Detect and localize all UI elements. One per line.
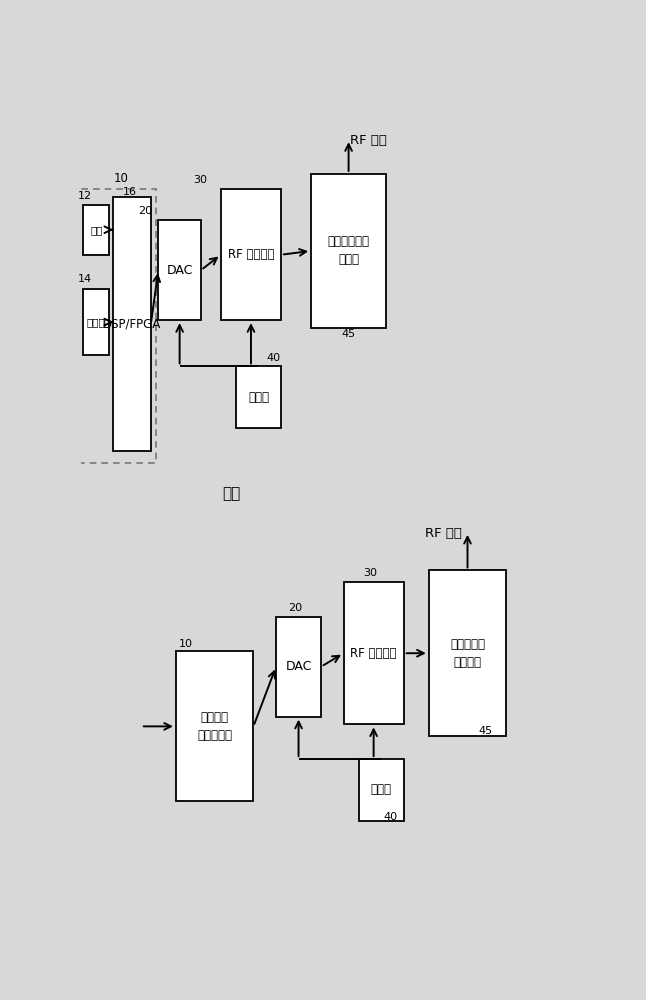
Bar (344, 582, 404, 724)
Text: 40: 40 (384, 812, 398, 822)
Text: DAC: DAC (167, 264, 193, 277)
Text: DSP/FPGA: DSP/FPGA (103, 318, 162, 331)
Text: DAC: DAC (286, 660, 312, 673)
Text: 时钟源: 时钟源 (371, 783, 391, 796)
Bar (176, 651, 253, 801)
Text: RF 输出: RF 输出 (350, 134, 387, 147)
Text: 预加载的
数字化波形: 预加载的 数字化波形 (197, 711, 232, 742)
Bar (158, 220, 201, 320)
Bar (78, 189, 156, 463)
Text: 12: 12 (78, 191, 92, 201)
Bar (276, 617, 321, 717)
Bar (429, 570, 506, 736)
Bar (113, 197, 151, 451)
Text: 功率放大器和
衰减器: 功率放大器和 衰减器 (328, 235, 370, 266)
Text: 30: 30 (193, 175, 207, 185)
Bar (236, 366, 281, 428)
Bar (359, 759, 404, 821)
Text: 时钟源: 时钟源 (248, 391, 269, 404)
Text: RF 上变换器: RF 上变换器 (350, 647, 397, 660)
Text: 功率放大器
和衰减器: 功率放大器 和衰减器 (450, 638, 485, 669)
Text: RF 上变换器: RF 上变换器 (228, 248, 274, 261)
Bar (221, 189, 281, 320)
Text: 存储器: 存储器 (87, 317, 106, 327)
Text: 20: 20 (289, 603, 302, 613)
Text: RF 输出: RF 输出 (425, 527, 462, 540)
Bar (83, 289, 109, 355)
Bar (83, 205, 109, 255)
Bar (311, 174, 386, 328)
Text: 10: 10 (113, 172, 128, 185)
Text: 45: 45 (479, 726, 493, 736)
Text: 16: 16 (123, 187, 138, 197)
Text: 40: 40 (266, 353, 280, 363)
Text: 30: 30 (364, 568, 378, 578)
Text: 10: 10 (178, 639, 193, 649)
Text: 14: 14 (78, 274, 92, 284)
Text: 或者: 或者 (222, 486, 240, 501)
Text: 20: 20 (138, 206, 152, 216)
Text: 45: 45 (341, 329, 355, 339)
Text: 电源: 电源 (90, 225, 103, 235)
